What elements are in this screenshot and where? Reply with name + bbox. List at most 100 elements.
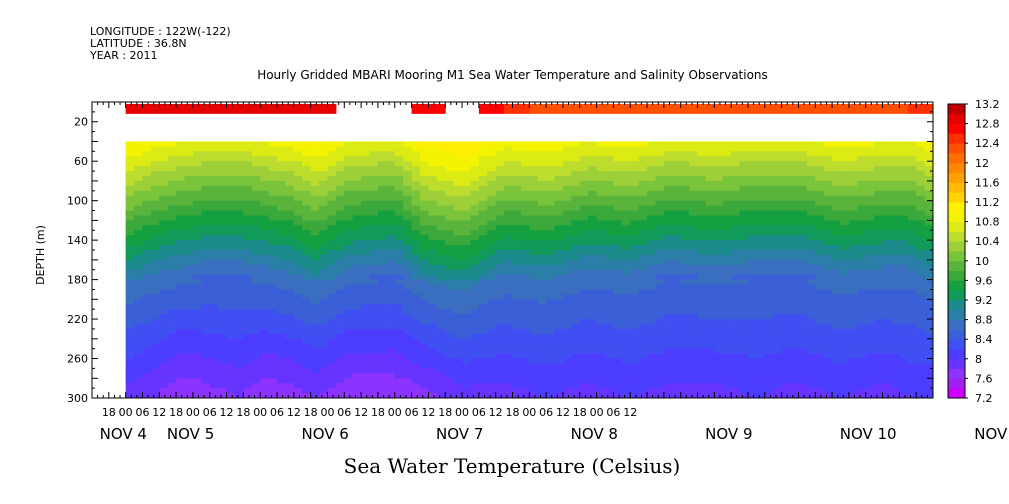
heatmap-cell — [764, 368, 774, 374]
heatmap-cell — [705, 200, 715, 207]
heatmap-cell — [621, 195, 631, 202]
heatmap-cell — [394, 230, 404, 236]
heatmap-cell — [369, 205, 379, 212]
heatmap-cell — [478, 274, 488, 281]
heatmap-cell — [764, 210, 774, 216]
heatmap-cell — [445, 289, 455, 295]
heatmap-cell — [344, 205, 354, 212]
heatmap-cell — [899, 195, 909, 202]
heatmap-cell — [781, 205, 791, 212]
heatmap-cell — [142, 210, 152, 216]
heatmap-cell — [293, 250, 303, 256]
heatmap-cell — [907, 378, 917, 384]
heatmap-cell — [234, 220, 244, 226]
heatmap-cell — [714, 240, 724, 246]
heatmap-cell — [722, 338, 732, 345]
heatmap-cell — [453, 314, 463, 320]
heatmap-cell — [352, 363, 362, 369]
heatmap-cell — [462, 254, 471, 261]
heatmap-cell — [394, 309, 404, 315]
heatmap-cell — [478, 254, 488, 261]
heatmap-cell — [689, 240, 699, 246]
heatmap-cell — [672, 176, 682, 182]
heatmap-cell — [647, 343, 656, 350]
heatmap-cell — [857, 146, 867, 152]
heatmap-cell — [260, 284, 270, 290]
heatmap-cell — [411, 284, 421, 290]
heatmap-cell — [882, 240, 892, 246]
heatmap-cell — [739, 250, 749, 256]
heatmap-cell — [865, 250, 875, 256]
heatmap-cell — [554, 309, 564, 315]
heatmap-cell — [487, 358, 497, 364]
heatmap-cell — [411, 205, 421, 212]
heatmap-cell — [478, 215, 488, 221]
heatmap-cell — [571, 314, 581, 320]
heatmap-cell — [192, 254, 202, 261]
heatmap-cell — [621, 254, 631, 261]
heatmap-cell — [462, 319, 471, 325]
heatmap-cell — [647, 180, 656, 187]
heatmap-cell — [495, 195, 505, 202]
heatmap-cell — [731, 324, 741, 330]
heatmap-cell — [613, 259, 623, 266]
heatmap-cell — [504, 200, 513, 207]
heatmap-cell — [310, 309, 320, 315]
heatmap-cell — [285, 254, 295, 261]
heatmap-cell — [697, 225, 707, 231]
heatmap-cell — [882, 205, 892, 212]
heatmap-cell — [159, 230, 169, 236]
heatmap-cell — [705, 383, 715, 389]
heatmap-cell — [487, 338, 497, 345]
heatmap-cell — [790, 185, 799, 192]
heatmap-cell — [655, 314, 665, 320]
heatmap-cell — [411, 343, 421, 350]
heatmap-cell — [874, 348, 884, 355]
heatmap-cell — [731, 185, 741, 192]
heatmap-cell — [865, 314, 875, 320]
heatmap-cell — [647, 319, 656, 325]
heatmap-cell — [462, 269, 471, 276]
heatmap-cell — [411, 190, 421, 197]
heatmap-cell — [403, 309, 413, 315]
heatmap-cell — [588, 215, 598, 221]
heatmap-cell — [251, 383, 261, 389]
heatmap-cell — [512, 195, 522, 202]
heatmap-cell — [209, 190, 219, 197]
heatmap-cell — [857, 373, 867, 379]
heatmap-cell — [327, 269, 337, 276]
heatmap-cell — [470, 338, 480, 345]
heatmap-cell — [327, 240, 337, 246]
heatmap-cell — [512, 215, 522, 221]
heatmap-cell — [134, 328, 143, 335]
heatmap-cell — [201, 378, 211, 384]
heatmap-cell — [335, 324, 345, 330]
heatmap-cell — [243, 348, 253, 355]
heatmap-cell — [731, 230, 741, 236]
heatmap-cell — [369, 279, 379, 286]
heatmap-cell — [243, 250, 253, 256]
heatmap-cell — [310, 294, 320, 300]
heatmap-cell — [436, 353, 446, 360]
heatmap-cell — [319, 250, 328, 256]
heatmap-cell — [520, 289, 530, 295]
heatmap-cell — [319, 353, 328, 360]
heatmap-cell — [394, 324, 404, 330]
heatmap-cell — [470, 378, 480, 384]
heatmap-cell — [125, 353, 135, 360]
heatmap-cell — [790, 235, 799, 241]
heatmap-cell — [209, 264, 219, 271]
heatmap-cell — [293, 146, 303, 152]
heatmap-cell — [596, 240, 606, 246]
heatmap-cell — [209, 294, 219, 300]
heatmap-cell — [512, 190, 522, 197]
heatmap-cell — [302, 185, 312, 192]
heatmap-cell — [672, 353, 682, 360]
heatmap-cell — [192, 185, 202, 192]
heatmap-cell — [319, 180, 328, 187]
heatmap-cell — [554, 378, 564, 384]
heatmap-cell — [596, 225, 606, 231]
heatmap-cell — [436, 264, 446, 271]
heatmap-cell — [142, 373, 152, 379]
heatmap-cell — [537, 205, 547, 212]
